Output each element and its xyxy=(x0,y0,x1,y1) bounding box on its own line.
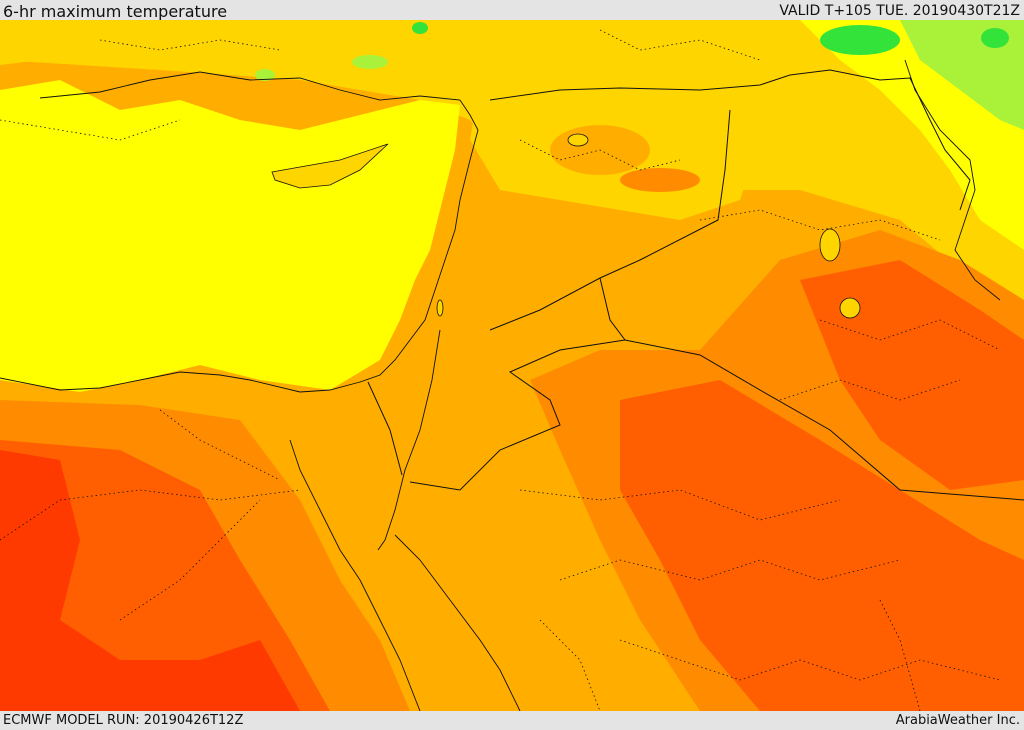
border-iran-iraq xyxy=(789,69,971,211)
coastline-gulf-aqaba xyxy=(377,329,441,551)
dead-sea xyxy=(436,299,444,317)
header-bar: 6-hr maximum temperature VALID T+105 TUE… xyxy=(0,0,1024,21)
lake-tharthar xyxy=(819,228,841,262)
border-jordan-saudi xyxy=(409,277,626,491)
border-saudi-iraq xyxy=(624,339,1024,501)
coastline-egypt xyxy=(0,371,361,393)
cool-patch-3 xyxy=(352,55,388,69)
border-iraq-west xyxy=(489,109,731,331)
coastline-arabia-west xyxy=(394,534,521,711)
footer-bar: ECMWF MODEL RUN: 20190426T12Z ArabiaWeat… xyxy=(0,711,1024,729)
zone-caucasus-cooler xyxy=(820,20,1024,130)
coastline-turkey xyxy=(39,71,479,131)
coastline-levant xyxy=(359,129,479,383)
cool-patch-1 xyxy=(820,25,900,55)
lake-habbaniyah xyxy=(839,297,861,319)
cool-patch-4 xyxy=(255,69,275,81)
model-run-label: ECMWF MODEL RUN: 20190426T12Z xyxy=(3,713,244,728)
temperature-map[interactable] xyxy=(0,20,1024,711)
zone-egypt-extreme xyxy=(0,450,300,711)
coastline-gulf-suez xyxy=(289,439,421,711)
cool-patch-5 xyxy=(412,22,428,34)
lake-assad xyxy=(567,133,589,147)
hot-patch-iraq xyxy=(620,168,700,192)
valid-time-label: VALID T+105 TUE. 20190430T21Z xyxy=(779,3,1020,19)
zone-iraq-very-hot xyxy=(800,260,1024,490)
map-title: 6-hr maximum temperature xyxy=(3,2,228,21)
cyprus-island xyxy=(271,143,389,189)
border-syria-iraq xyxy=(489,74,791,101)
zone-jordan-rift xyxy=(400,290,480,560)
zone-north-warm xyxy=(0,20,1024,320)
coastline-caspian xyxy=(904,59,1001,301)
internal-borders xyxy=(0,29,1001,711)
border-egypt-israel xyxy=(367,381,403,476)
zone-black-sea xyxy=(0,20,470,70)
zone-red-sea xyxy=(330,540,530,711)
cool-patch-2 xyxy=(981,28,1009,48)
provider-label: ArabiaWeather Inc. xyxy=(895,713,1020,728)
zone-arabia-very-hot xyxy=(620,380,1024,711)
